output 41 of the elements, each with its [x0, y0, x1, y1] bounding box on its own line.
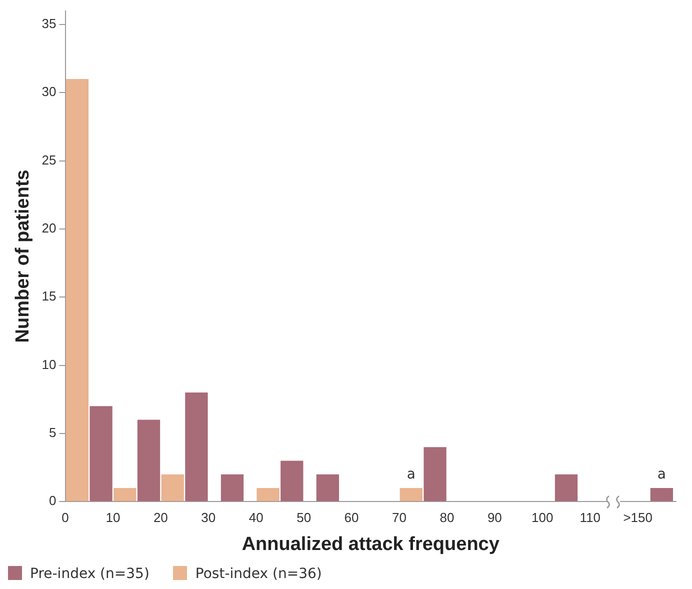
y-tick-label: 20	[42, 220, 56, 236]
bar	[280, 460, 304, 502]
x-tick-label: 30	[201, 510, 216, 525]
annotation: a	[406, 466, 416, 483]
bar	[114, 488, 136, 502]
bar	[161, 474, 184, 502]
bar	[137, 420, 160, 502]
y-tick-label: 15	[42, 288, 56, 304]
bar	[66, 78, 89, 502]
y-axis-title: Number of patients	[12, 170, 34, 343]
x-tick-label: 10	[106, 510, 120, 525]
x-tick-label: >150	[623, 510, 652, 525]
x-tick-label: 80	[440, 510, 454, 525]
y-tick-label: 30	[42, 84, 56, 100]
x-tick-label: 50	[296, 510, 312, 525]
bar	[400, 488, 423, 502]
bar	[185, 392, 208, 502]
x-tick-label: 20	[153, 510, 168, 525]
y-tick-label: 0	[49, 493, 56, 508]
bar	[650, 488, 674, 502]
bar	[220, 474, 244, 502]
y-tick-label: 35	[42, 16, 56, 32]
bar	[316, 474, 340, 502]
x-axis-title: Annualized attack frequency	[242, 534, 500, 555]
bar	[554, 474, 578, 502]
x-tick-label: 70	[392, 510, 406, 525]
x-tick-label: 60	[344, 510, 359, 525]
legend-label: Post-index (n=36)	[194, 566, 322, 582]
y-tick-label: 25	[42, 152, 56, 168]
legend-label: Pre-index (n=35)	[29, 566, 150, 582]
bar	[256, 488, 280, 502]
y-tick-label: 5	[49, 425, 56, 440]
x-tick-label: 110	[580, 510, 600, 525]
x-tick-label: 0	[62, 510, 69, 525]
x-tick-label: 90	[487, 510, 502, 525]
x-tick-label: 40	[248, 510, 264, 525]
annotation: a	[657, 466, 666, 483]
y-tick-label: 10	[42, 356, 56, 372]
bar	[90, 406, 112, 502]
x-tick-label: 100	[532, 510, 554, 525]
bar	[424, 447, 446, 502]
